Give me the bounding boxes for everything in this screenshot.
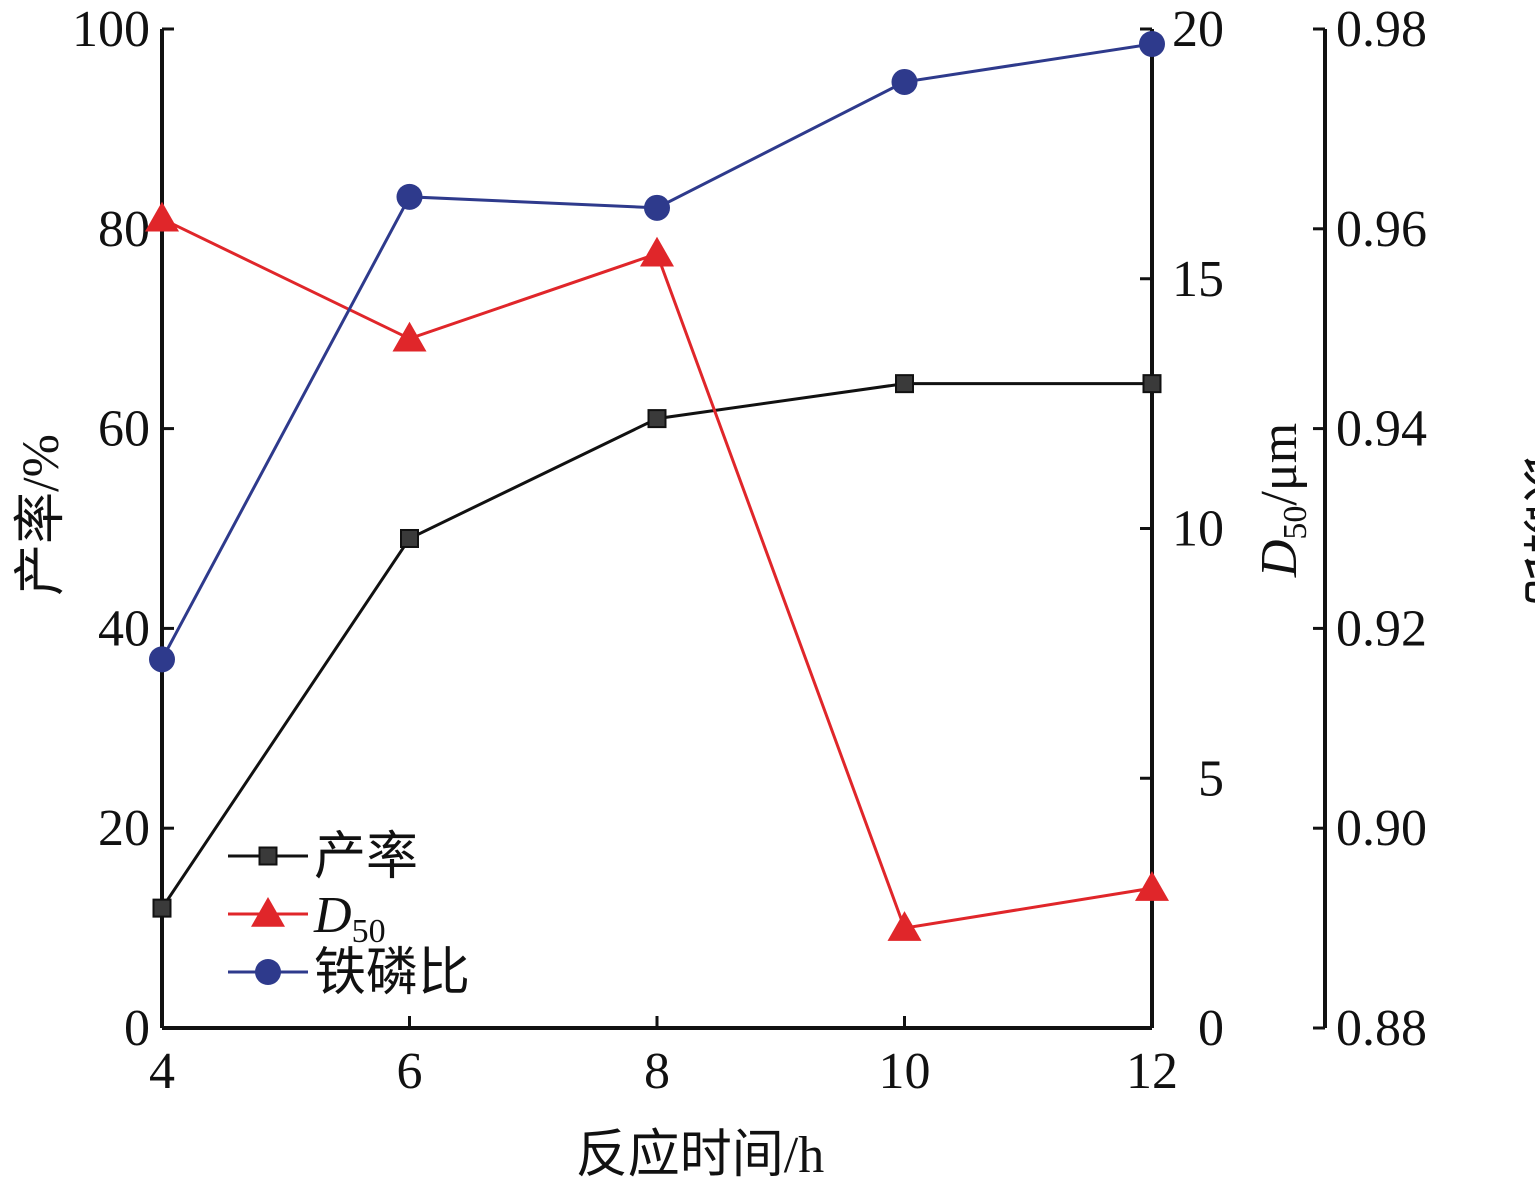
- left-tick-label: 60: [98, 401, 150, 458]
- x-axis-title: 反应时间/h: [576, 1127, 824, 1181]
- right1-axis-title: D50/μm: [1251, 423, 1314, 578]
- right1-axis-title-main: D: [1251, 540, 1308, 579]
- data-point: [887, 911, 922, 941]
- right1-tick-label: 0: [1198, 1000, 1224, 1057]
- right2-tick-label: 0.94: [1336, 401, 1427, 458]
- x-tick-label: 10: [879, 1043, 931, 1100]
- legend-label-sub: 50: [352, 913, 386, 950]
- series-line: [160, 382, 1152, 909]
- axes-layer: 4 6 8 10 12 0 20 40 60 80 100 0 5 10 15 20 0.88 0.90 0.92 0…: [72, 1, 1427, 1100]
- data-point: [1135, 871, 1169, 901]
- right2-tick-label: 0.98: [1336, 1, 1427, 58]
- right1-tick-label: 15: [1172, 251, 1224, 308]
- data-point: [152, 898, 172, 918]
- left-tick-label: 20: [98, 800, 150, 857]
- data-point: [640, 236, 674, 267]
- right1-axis-title-sub: 50: [1277, 506, 1314, 540]
- data-point: [1142, 374, 1162, 394]
- legend-marker: [255, 959, 281, 985]
- data-point: [644, 194, 670, 221]
- data-point: [895, 374, 914, 394]
- data-point: [392, 321, 427, 352]
- left-tick-label: 80: [98, 201, 150, 258]
- legend-label: D50: [313, 887, 386, 950]
- left-tick-label: 0: [124, 1000, 150, 1057]
- series-line: [161, 217, 1153, 930]
- data-point: [396, 183, 423, 210]
- legend-label: 铁磷比: [314, 945, 470, 1002]
- legend-label: 产率: [314, 829, 418, 886]
- right1-axis-title-unit: /μm: [1251, 423, 1308, 506]
- data-point: [1139, 30, 1165, 57]
- series-line: [160, 42, 1153, 661]
- left-tick-label: 100: [72, 1, 150, 58]
- legend-marker: [258, 846, 278, 866]
- right1-tick-label: 5: [1198, 750, 1224, 807]
- x-tick-label: 4: [149, 1043, 175, 1100]
- x-tick-label: 12: [1126, 1043, 1178, 1100]
- data-point: [891, 68, 918, 95]
- right2-axis-title: 铁磷比: [1516, 450, 1535, 606]
- series-layer: [145, 30, 1169, 941]
- right2-tick-label: 0.96: [1336, 201, 1427, 258]
- right2-tick-label: 0.88: [1336, 1000, 1427, 1057]
- data-point: [145, 201, 179, 232]
- right1-tick-label: 20: [1172, 1, 1224, 58]
- data-point: [647, 409, 667, 429]
- data-point: [400, 528, 419, 548]
- left-tick-label: 40: [98, 600, 150, 657]
- legend-label-main: D: [313, 887, 352, 944]
- left-axis-title: 产率/%: [13, 434, 70, 596]
- legend-marker: [251, 897, 285, 927]
- data-point: [149, 646, 175, 673]
- right2-tick-label: 0.92: [1336, 600, 1427, 657]
- x-tick-label: 8: [644, 1043, 670, 1100]
- right2-tick-label: 0.90: [1336, 800, 1427, 857]
- x-tick-label: 6: [397, 1043, 423, 1100]
- right1-tick-label: 10: [1172, 501, 1224, 558]
